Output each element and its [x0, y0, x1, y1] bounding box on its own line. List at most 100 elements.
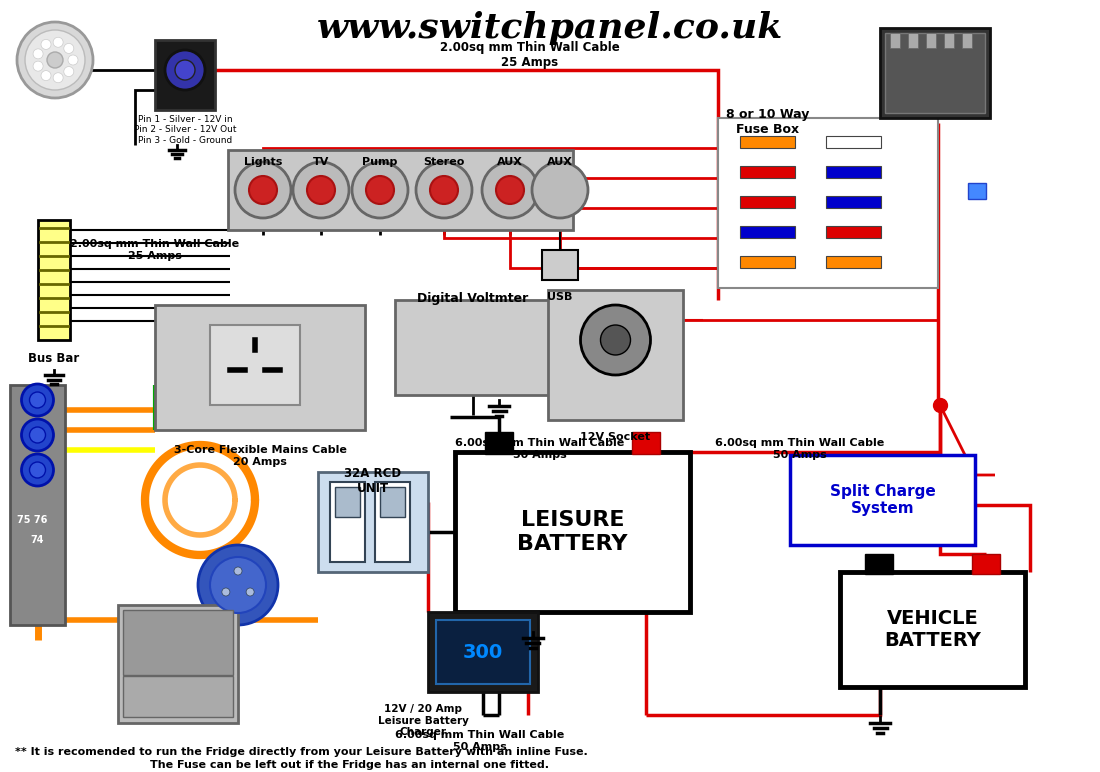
- Circle shape: [47, 52, 63, 68]
- Text: ** It is recomended to run the Fridge directly from your Leisure Battery with an: ** It is recomended to run the Fridge di…: [15, 747, 587, 757]
- Circle shape: [53, 73, 63, 83]
- Bar: [436, 620, 530, 684]
- Circle shape: [234, 567, 242, 575]
- Bar: [880, 28, 990, 118]
- Circle shape: [246, 588, 254, 596]
- Text: 6.00sq mm Thin Wall Cable
50 Amps: 6.00sq mm Thin Wall Cable 50 Amps: [395, 730, 564, 752]
- Text: AUX: AUX: [497, 157, 522, 167]
- Bar: [718, 118, 938, 288]
- Bar: [890, 33, 900, 48]
- Circle shape: [307, 176, 336, 204]
- Text: 8 or 10 Way
Fuse Box: 8 or 10 Way Fuse Box: [726, 108, 810, 136]
- Bar: [379, 487, 405, 517]
- Bar: [865, 554, 893, 574]
- Circle shape: [64, 43, 74, 53]
- Text: VEHICLE
BATTERY: VEHICLE BATTERY: [884, 609, 981, 650]
- Bar: [375, 482, 410, 562]
- Circle shape: [210, 557, 266, 613]
- Circle shape: [235, 162, 292, 218]
- Circle shape: [25, 30, 85, 90]
- Circle shape: [601, 325, 630, 355]
- Circle shape: [22, 419, 54, 451]
- Bar: [826, 136, 881, 148]
- Bar: [908, 33, 918, 48]
- Text: AUX: AUX: [547, 157, 573, 167]
- Circle shape: [430, 176, 458, 204]
- Circle shape: [249, 176, 277, 204]
- Circle shape: [64, 66, 74, 76]
- Circle shape: [532, 162, 588, 218]
- Circle shape: [416, 162, 472, 218]
- Bar: [318, 472, 428, 572]
- Text: Stereo: Stereo: [424, 157, 464, 167]
- Text: 2.00sq mm Thin Wall Cable
25 Amps: 2.00sq mm Thin Wall Cable 25 Amps: [70, 239, 240, 261]
- Circle shape: [68, 55, 78, 65]
- Circle shape: [22, 454, 54, 486]
- Circle shape: [366, 176, 394, 204]
- Circle shape: [33, 61, 43, 71]
- Text: LEISURE
BATTERY: LEISURE BATTERY: [517, 510, 628, 554]
- Text: 6.00sq mm Thin Wall Cable
50 Amps: 6.00sq mm Thin Wall Cable 50 Amps: [455, 438, 625, 459]
- Text: Pump: Pump: [362, 157, 398, 167]
- Circle shape: [165, 50, 205, 90]
- Text: Pin 1 - Silver - 12V in
Pin 2 - Silver - 12V Out
Pin 3 - Gold - Ground: Pin 1 - Silver - 12V in Pin 2 - Silver -…: [134, 115, 236, 145]
- Bar: [968, 183, 986, 199]
- Text: 75 76: 75 76: [18, 515, 47, 525]
- Bar: [542, 250, 578, 280]
- Circle shape: [41, 70, 51, 80]
- Bar: [155, 305, 365, 430]
- Text: 2.00sq mm Thin Wall Cable
25 Amps: 2.00sq mm Thin Wall Cable 25 Amps: [440, 41, 620, 69]
- Circle shape: [33, 49, 43, 59]
- Text: 12V Socket: 12V Socket: [581, 432, 650, 442]
- Bar: [790, 455, 975, 545]
- Bar: [740, 196, 795, 208]
- Circle shape: [30, 427, 45, 443]
- Circle shape: [293, 162, 349, 218]
- Bar: [740, 166, 795, 178]
- Bar: [485, 432, 513, 454]
- Bar: [336, 487, 360, 517]
- Text: 12V / 20 Amp
Leisure Battery
Charger: 12V / 20 Amp Leisure Battery Charger: [377, 704, 469, 737]
- Bar: [826, 226, 881, 238]
- Bar: [962, 33, 972, 48]
- Circle shape: [581, 305, 650, 375]
- Text: 3-Core Flexible Mains Cable
20 Amps: 3-Core Flexible Mains Cable 20 Amps: [174, 445, 346, 466]
- Bar: [210, 325, 300, 405]
- Bar: [840, 572, 1025, 687]
- Circle shape: [496, 176, 524, 204]
- Text: www.switchpanel.co.uk: www.switchpanel.co.uk: [317, 11, 783, 45]
- Bar: [10, 385, 65, 625]
- Bar: [826, 196, 881, 208]
- Bar: [123, 676, 233, 717]
- Circle shape: [30, 462, 45, 478]
- Bar: [330, 482, 365, 562]
- Text: TV: TV: [312, 157, 329, 167]
- Bar: [972, 554, 1000, 574]
- Text: The Fuse can be left out if the Fridge has an internal one fitted.: The Fuse can be left out if the Fridge h…: [150, 760, 549, 770]
- Circle shape: [222, 588, 230, 596]
- Bar: [826, 256, 881, 268]
- Text: 6.00sq mm Thin Wall Cable
50 Amps: 6.00sq mm Thin Wall Cable 50 Amps: [715, 438, 884, 459]
- Text: 74: 74: [31, 535, 44, 545]
- Bar: [123, 610, 233, 675]
- Circle shape: [41, 39, 51, 49]
- Circle shape: [198, 545, 278, 625]
- Circle shape: [482, 162, 538, 218]
- Bar: [944, 33, 954, 48]
- Bar: [39, 220, 70, 340]
- Bar: [395, 300, 550, 395]
- Bar: [886, 33, 984, 113]
- Text: USB: USB: [548, 292, 573, 302]
- Bar: [926, 33, 936, 48]
- Bar: [826, 166, 881, 178]
- Bar: [740, 256, 795, 268]
- Bar: [428, 612, 538, 692]
- Bar: [455, 452, 690, 612]
- Text: Bus Bar: Bus Bar: [29, 352, 79, 365]
- Circle shape: [53, 37, 63, 47]
- Circle shape: [16, 22, 94, 98]
- Bar: [155, 40, 214, 110]
- Text: Split Charge
System: Split Charge System: [829, 484, 935, 516]
- Bar: [740, 136, 795, 148]
- Bar: [118, 605, 238, 723]
